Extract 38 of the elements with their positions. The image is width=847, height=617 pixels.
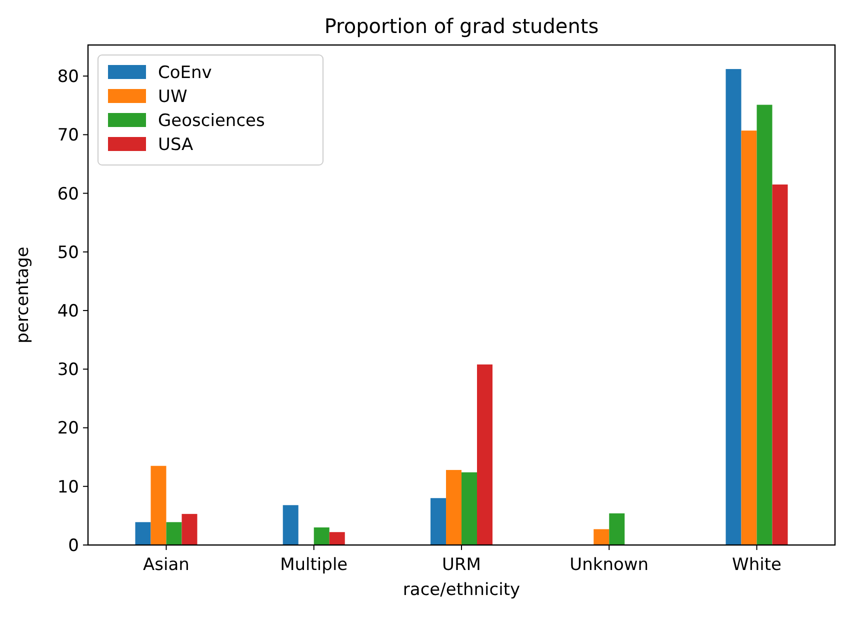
- bar: [594, 529, 610, 545]
- chart-title: Proportion of grad students: [324, 14, 599, 38]
- bar: [314, 527, 330, 545]
- x-tick-label: Multiple: [280, 555, 348, 575]
- y-tick-label: 60: [57, 184, 79, 204]
- bar: [329, 532, 345, 545]
- bar: [756, 104, 772, 545]
- x-axis-title: race/ethnicity: [402, 580, 520, 600]
- bar: [150, 466, 166, 545]
- y-axis-title: percentage: [13, 246, 33, 344]
- y-tick-label: 40: [57, 301, 79, 322]
- bar: [166, 522, 182, 545]
- x-tick-label: URM: [442, 555, 481, 575]
- x-tick-label: Unknown: [570, 555, 649, 575]
- y-tick-label: 10: [57, 477, 79, 498]
- legend-label: CoEnv: [158, 62, 212, 83]
- bar: [282, 505, 298, 545]
- y-tick-label: 70: [57, 126, 79, 146]
- bar: [609, 513, 625, 545]
- bar: [741, 130, 757, 545]
- bar: [135, 522, 151, 545]
- bar: [182, 514, 198, 545]
- bar: [446, 470, 462, 545]
- legend-label: UW: [158, 86, 188, 107]
- bar: [462, 472, 477, 545]
- legend-label: Geosciences: [158, 110, 265, 131]
- y-tick-label: 30: [57, 360, 79, 380]
- x-tick-label: Asian: [143, 555, 190, 575]
- bar: [772, 184, 788, 545]
- y-tick-label: 20: [57, 418, 79, 439]
- y-tick-label: 80: [57, 67, 79, 88]
- x-tick-label: White: [732, 555, 782, 575]
- bar: [726, 69, 742, 545]
- y-tick-label: 0: [68, 536, 79, 556]
- bar: [430, 498, 446, 545]
- legend-label: USA: [158, 134, 194, 155]
- bar: [477, 364, 492, 545]
- y-tick-label: 50: [57, 242, 79, 263]
